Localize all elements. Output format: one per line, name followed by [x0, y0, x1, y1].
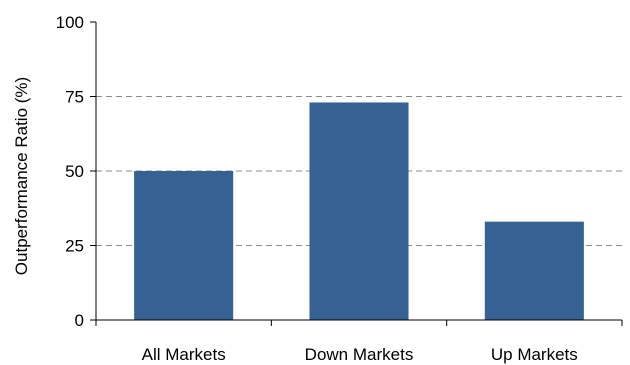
y-axis-title: Outperformance Ratio (%) [12, 77, 31, 275]
y-tick-label: 100 [56, 13, 84, 32]
bar-down-markets [309, 102, 409, 321]
x-axis-ticks: All Markets Down Markets Up Markets [95, 320, 623, 364]
bar-all-markets [134, 171, 234, 320]
y-tick-label: 0 [75, 311, 84, 330]
x-tick-label: All Markets [142, 345, 226, 364]
y-tick-label: 50 [65, 162, 84, 181]
y-axis-ticks: 0 25 50 75 100 [56, 13, 96, 330]
bars [134, 102, 584, 321]
x-tick-label: Down Markets [305, 345, 414, 364]
y-tick-label: 25 [65, 237, 84, 256]
bar-up-markets [484, 221, 584, 320]
x-tick-label: Up Markets [491, 345, 578, 364]
y-tick-label: 75 [65, 88, 84, 107]
